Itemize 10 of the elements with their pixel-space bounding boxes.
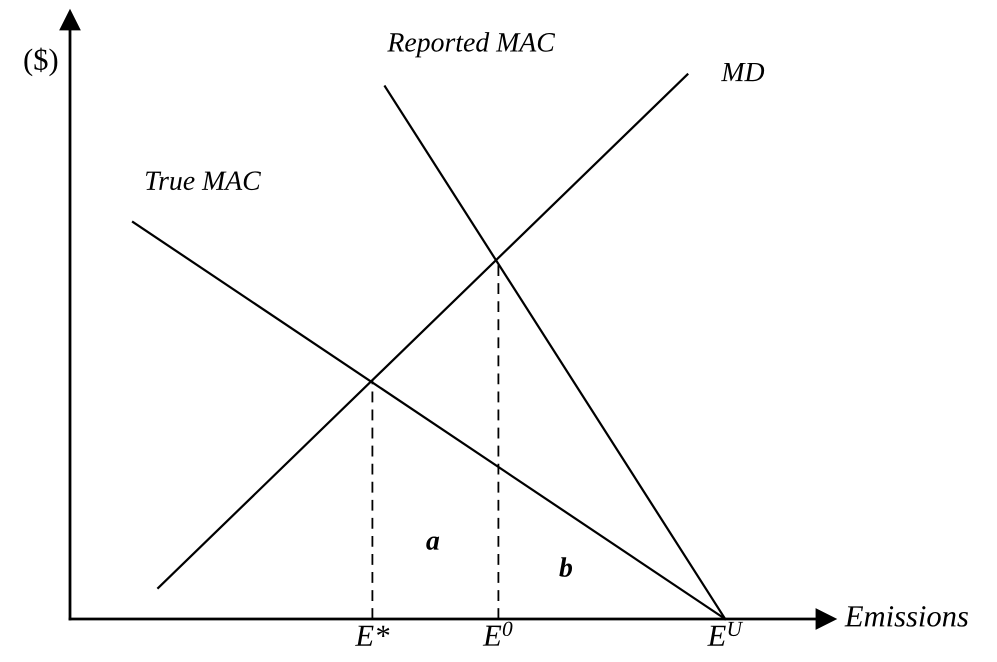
annotation: a xyxy=(426,536,440,550)
x-tick-label: E$^{U}$ xyxy=(707,622,744,646)
annotation: b xyxy=(559,557,572,577)
series-label: True MAC xyxy=(146,171,261,190)
y-axis-title: ($) xyxy=(24,48,58,76)
x-axis-title: Emissions xyxy=(844,606,968,627)
series-label: Reported MAC xyxy=(387,32,556,58)
x-tick-label: E$^{0}$ xyxy=(482,622,512,646)
series-label: MD xyxy=(721,62,764,82)
x-tick-label: E* xyxy=(355,626,390,646)
